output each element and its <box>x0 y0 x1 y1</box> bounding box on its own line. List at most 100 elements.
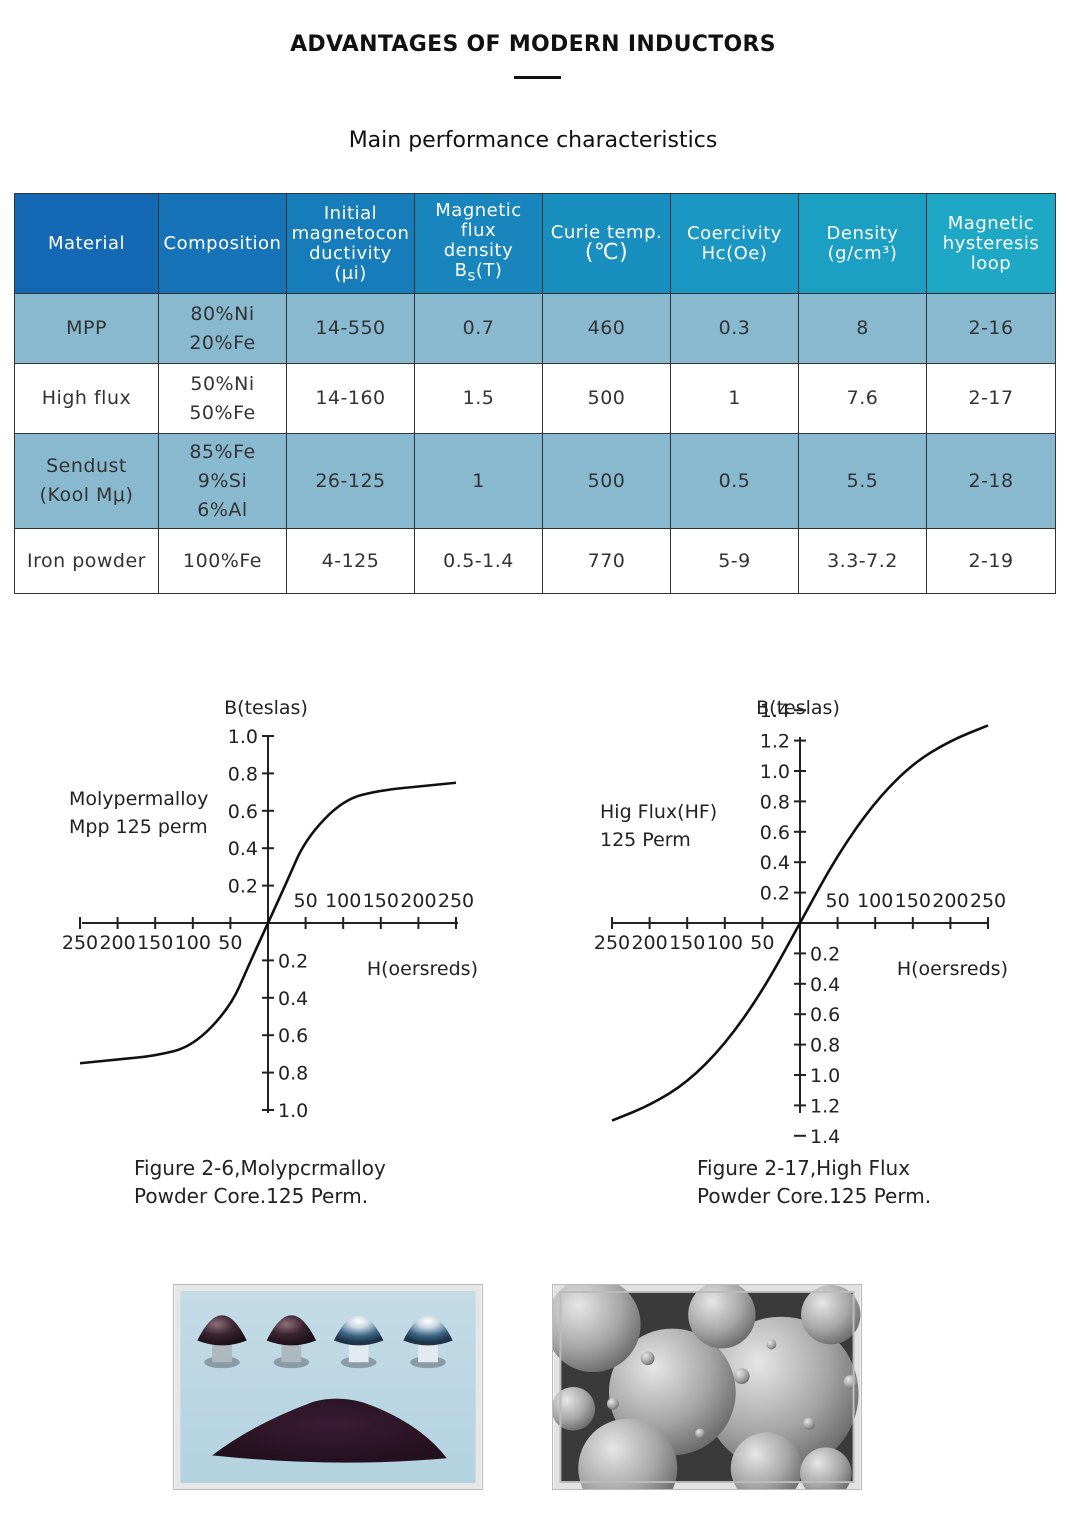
x-tick-label: 50 <box>826 890 850 912</box>
y-tick-label: 0.6 <box>278 1025 308 1047</box>
cell-composition: 100%Fe <box>158 528 287 594</box>
bh-curve <box>611 724 989 1122</box>
cell-loop: 2-18 <box>926 433 1056 529</box>
y-tick-label: 0.6 <box>228 801 258 823</box>
x-tick-label: 100 <box>325 890 361 912</box>
y-tick-label: 0.2 <box>228 876 258 898</box>
cell-density: 8 <box>798 293 927 364</box>
cell-permeability: 4-125 <box>286 528 415 594</box>
cell-material: High flux <box>14 363 159 434</box>
y-tick-label: 0.4 <box>760 852 790 874</box>
cell-flux: 1.5 <box>414 363 543 434</box>
y-tick-label: 0.6 <box>760 822 790 844</box>
figure-caption: Powder Core.125 Perm. <box>697 1184 931 1208</box>
cell-loop: 2-19 <box>926 528 1056 594</box>
powder-particles-micrograph-photo <box>552 1284 862 1490</box>
x-tick-label: 150 <box>895 890 931 912</box>
cell-composition: 50%Ni 50%Fe <box>158 363 287 434</box>
figure-caption: Powder Core.125 Perm. <box>134 1184 368 1208</box>
x-tick-label: 50 <box>750 932 774 954</box>
cell-curie: 500 <box>542 433 671 529</box>
header-hysteresis: Magnetic hysteresis loop <box>926 193 1056 294</box>
table-header-row: Material Composition Initial magnetocon … <box>14 193 1056 294</box>
y-tick-label: 0.4 <box>810 974 840 996</box>
x-tick-label: 150 <box>669 932 705 954</box>
curve-annotation: Mpp 125 perm <box>69 816 208 838</box>
table-row: Sendust (Kool Mμ) 85%Fe 9%Si 6%Al 26-125 1 … <box>14 433 1056 529</box>
cell-permeability: 14-160 <box>286 363 415 434</box>
title-underline <box>514 76 561 79</box>
y-tick-label: 0.8 <box>760 791 790 813</box>
table-row: Iron powder 100%Fe 4-125 0.5-1.4 770 5-9… <box>14 528 1056 594</box>
x-tick-label: 250 <box>62 932 98 954</box>
y-tick-label: 0.4 <box>278 988 308 1010</box>
figure-caption: Figure 2-6,Molypcrmalloy <box>134 1156 386 1180</box>
cell-density: 5.5 <box>798 433 927 529</box>
powder-core-samples-photo <box>173 1284 483 1490</box>
cell-flux: 1 <box>414 433 543 529</box>
bh-curve <box>79 781 457 1065</box>
cell-coercivity: 0.3 <box>670 293 799 364</box>
cell-curie: 500 <box>542 363 671 434</box>
y-axis-title: B(teslas) <box>224 697 308 719</box>
header-curie-temp: Curie temp. (℃) <box>542 193 671 294</box>
x-tick-label: 250 <box>970 890 1006 912</box>
x-tick-label: 200 <box>932 890 968 912</box>
cell-material: Iron powder <box>14 528 159 594</box>
cell-flux: 0.7 <box>414 293 543 364</box>
cell-material: MPP <box>14 293 159 364</box>
x-tick-label: 50 <box>294 890 318 912</box>
header-flux-density: Magnetic flux density Bs(T) <box>414 193 543 294</box>
y-tick-label: 0.6 <box>810 1004 840 1026</box>
header-composition: Composition <box>158 193 287 294</box>
y-tick-label: 1.0 <box>228 726 258 748</box>
page-title: ADVANTAGES OF MODERN INDUCTORS <box>290 32 776 57</box>
cell-curie: 770 <box>542 528 671 594</box>
x-tick-label: 200 <box>631 932 667 954</box>
y-tick-label: 1.2 <box>810 1095 840 1117</box>
y-tick-label: 0.8 <box>278 1063 308 1085</box>
cell-curie: 460 <box>542 293 671 364</box>
x-tick-label: 150 <box>363 890 399 912</box>
x-axis-title: H(oersreds) <box>897 958 1008 980</box>
cell-loop: 2-16 <box>926 293 1056 364</box>
y-tick-label: 0.2 <box>278 950 308 972</box>
table-row: High flux 50%Ni 50%Fe 14-160 1.5 500 1 7.… <box>14 363 1056 434</box>
cell-coercivity: 0.5 <box>670 433 799 529</box>
y-tick-label: 0.2 <box>760 883 790 905</box>
y-tick-label: 1.0 <box>810 1065 840 1087</box>
y-tick-label: 1.2 <box>760 731 790 753</box>
x-tick-label: 200 <box>99 932 135 954</box>
header-material: Material <box>14 193 159 294</box>
y-tick-label: 1.4 <box>810 1126 840 1148</box>
cell-composition: 80%Ni 20%Fe <box>158 293 287 364</box>
header-coercivity: Coercivity Hc(Oe) <box>670 193 799 294</box>
cell-coercivity: 1 <box>670 363 799 434</box>
figure-caption: Figure 2-17,High Flux <box>697 1156 910 1180</box>
curve-annotation: Molypermalloy <box>69 788 208 810</box>
cell-coercivity: 5-9 <box>670 528 799 594</box>
x-axis-title: H(oersreds) <box>367 958 478 980</box>
cell-permeability: 14-550 <box>286 293 415 364</box>
x-tick-label: 100 <box>707 932 743 954</box>
y-axis-title: B(teslas) <box>756 697 840 719</box>
x-tick-label: 100 <box>175 932 211 954</box>
cell-loop: 2-17 <box>926 363 1056 434</box>
y-tick-label: 0.4 <box>228 838 258 860</box>
curve-annotation: Hig Flux(HF) <box>600 801 717 823</box>
section-subtitle: Main performance characteristics <box>348 128 718 153</box>
cell-density: 7.6 <box>798 363 927 434</box>
y-tick-label: 1.4 <box>760 700 790 722</box>
performance-table: Material Composition Initial magnetocon … <box>14 193 1056 594</box>
x-tick-label: 200 <box>400 890 436 912</box>
cell-permeability: 26-125 <box>286 433 415 529</box>
x-tick-label: 150 <box>137 932 173 954</box>
x-tick-label: 100 <box>857 890 893 912</box>
y-tick-label: 1.0 <box>760 761 790 783</box>
cell-density: 3.3-7.2 <box>798 528 927 594</box>
cell-material: Sendust (Kool Mμ) <box>14 433 159 529</box>
y-tick-label: 0.8 <box>228 763 258 785</box>
y-tick-label: 0.2 <box>810 943 840 965</box>
